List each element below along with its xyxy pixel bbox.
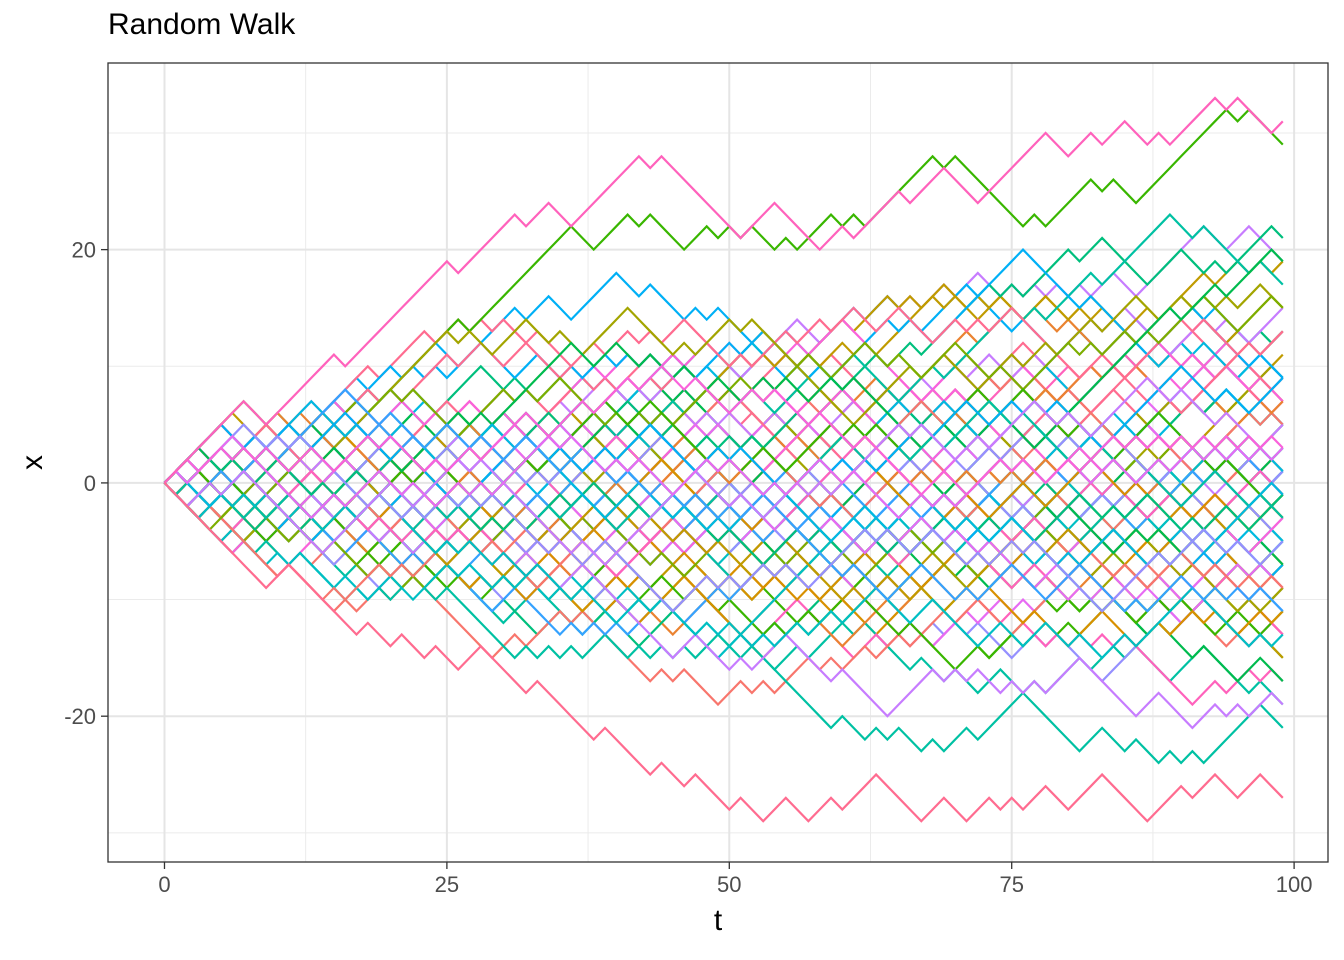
y-tick-label: 20 — [72, 238, 96, 263]
panel-border — [107, 62, 1329, 863]
walk-series-line — [163, 96, 1284, 484]
x-tick-label: 75 — [999, 872, 1023, 897]
walk-series-line — [163, 434, 1284, 520]
walk-series-line — [163, 364, 1284, 497]
series-layer — [163, 96, 1284, 823]
walk-series-line — [163, 388, 1284, 613]
x-tick-label: 50 — [717, 872, 741, 897]
y-axis: -20 0 20 — [64, 238, 108, 729]
chart-title: Random Walk — [108, 8, 296, 41]
x-tick-label: 25 — [435, 872, 459, 897]
panel-background — [108, 63, 1328, 862]
grid-minor — [108, 63, 1328, 862]
walk-series-line — [163, 399, 1284, 567]
y-axis-label: x — [16, 455, 49, 470]
walk-series-line — [163, 364, 1284, 508]
grid-major — [108, 63, 1328, 862]
walk-series-line — [163, 376, 1284, 567]
x-axis: 0 25 50 75 100 — [158, 862, 1312, 897]
walk-series-line — [163, 294, 1284, 532]
walk-series-line — [163, 458, 1284, 567]
y-tick-label: -20 — [64, 704, 96, 729]
x-axis-label: t — [713, 904, 723, 937]
x-tick-label: 0 — [158, 872, 170, 897]
walk-series-line — [163, 482, 1284, 660]
x-tick-label: 100 — [1276, 872, 1313, 897]
walk-series-line — [163, 482, 1284, 823]
walk-series-line — [163, 423, 1284, 613]
y-tick-label: 0 — [84, 471, 96, 496]
